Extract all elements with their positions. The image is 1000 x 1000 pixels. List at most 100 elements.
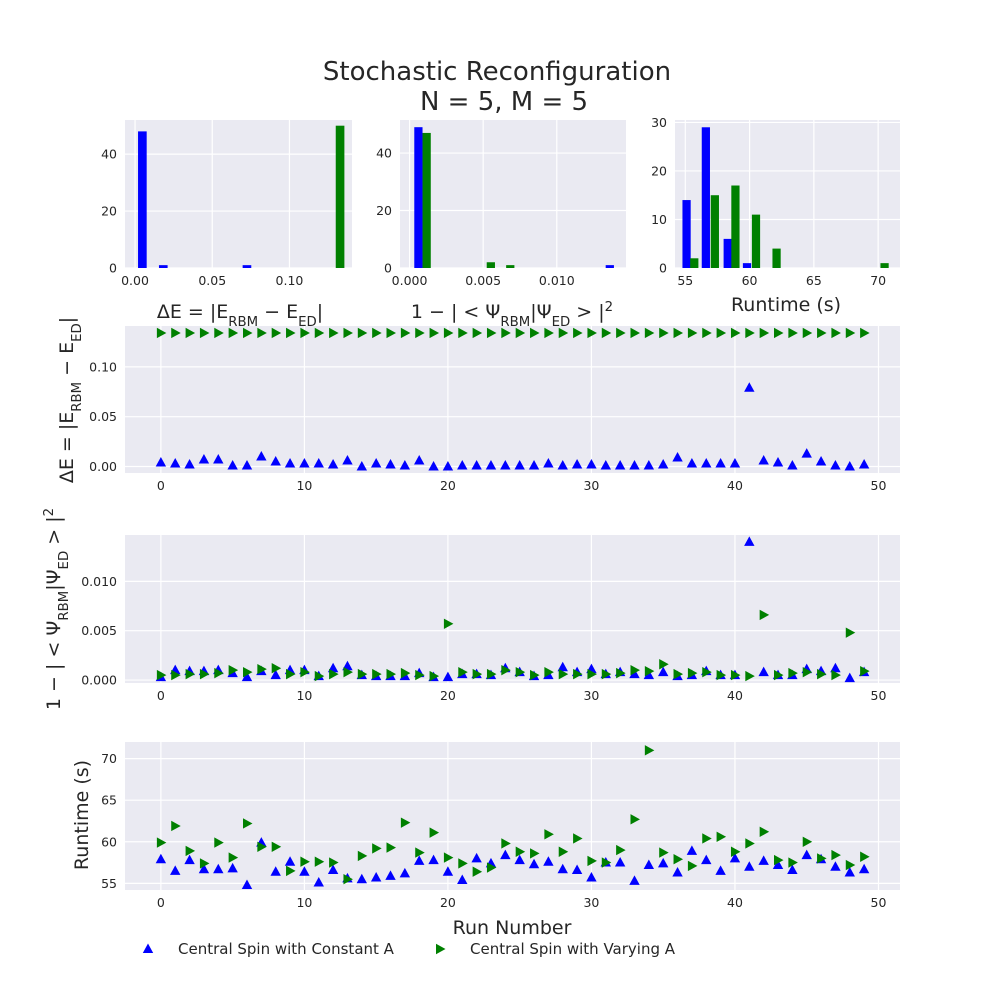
point-varying: [415, 327, 425, 339]
bar-varying: [690, 258, 699, 268]
point-varying: [587, 327, 597, 339]
point-varying: [558, 846, 569, 857]
point-varying: [845, 627, 856, 638]
point-varying: [415, 669, 425, 681]
point-varying: [616, 844, 626, 856]
point-varying: [400, 327, 411, 339]
point-varying: [802, 836, 813, 847]
point-constant: [313, 458, 324, 468]
x-tick-label: 20: [440, 478, 456, 493]
point-varying: [788, 667, 798, 679]
bar-varying: [710, 195, 719, 268]
point-varying: [745, 670, 755, 682]
point-constant: [399, 460, 411, 470]
point-constant: [428, 461, 439, 471]
point-varying: [716, 327, 727, 339]
point-constant: [198, 454, 210, 464]
bar-constant: [158, 265, 168, 268]
bar-constant: [138, 131, 147, 268]
point-varying: [486, 668, 497, 680]
point-constant: [657, 459, 669, 469]
point-varying: [458, 666, 468, 678]
point-constant: [701, 854, 712, 865]
bar-varying: [486, 262, 495, 268]
point-constant: [428, 854, 439, 865]
point-varying: [271, 327, 282, 339]
fidelity-scatter-plot-area: [125, 535, 900, 683]
point-constant: [729, 458, 741, 468]
point-varying: [774, 327, 784, 339]
point-varying: [171, 327, 181, 339]
point-varying: [171, 669, 181, 681]
y-tick-label: 0.000: [81, 673, 117, 688]
y-tick-label: 0: [659, 261, 667, 276]
point-varying: [644, 327, 655, 339]
point-constant: [643, 669, 655, 680]
x-tick-label: 0.10: [276, 273, 304, 288]
point-varying: [845, 859, 856, 871]
x-tick-label: 20: [440, 895, 456, 910]
point-constant: [227, 862, 238, 873]
x-tick-label: 50: [871, 688, 887, 703]
point-constant: [686, 458, 698, 468]
point-varying: [730, 846, 741, 857]
point-varying: [329, 857, 339, 868]
point-constant: [557, 863, 568, 874]
point-varying: [300, 666, 310, 678]
y-tick-label: 55: [101, 876, 117, 891]
point-constant: [327, 459, 339, 469]
x-tick-label: 40: [727, 478, 743, 493]
point-varying: [659, 659, 669, 670]
bar-varying: [335, 125, 345, 268]
bar-constant: [723, 238, 732, 268]
point-varying: [443, 852, 454, 863]
chart-title-line-1: Stochastic Reconfiguration: [323, 57, 671, 87]
point-constant: [198, 863, 210, 874]
point-constant: [758, 855, 769, 865]
point-varying: [472, 668, 483, 680]
point-constant: [270, 866, 281, 876]
point-varying: [659, 327, 669, 339]
point-varying: [314, 670, 325, 682]
x-tick-label: 0: [157, 895, 165, 910]
y-tick-label: 60: [101, 834, 117, 849]
x-tick-label: 10: [296, 478, 312, 493]
bar-constant: [742, 263, 752, 268]
point-constant: [256, 451, 267, 461]
y-tick-label: 65: [101, 793, 117, 808]
point-constant: [787, 864, 798, 875]
point-constant: [241, 671, 253, 682]
point-varying: [817, 853, 827, 864]
point-varying: [228, 664, 239, 676]
point-varying: [286, 865, 296, 877]
point-constant: [686, 845, 698, 855]
energy-histogram-plot-area: [125, 120, 352, 268]
point-varying: [156, 327, 167, 339]
legend-label-constant: Central Spin with Constant A: [178, 940, 395, 958]
point-varying: [716, 669, 727, 681]
point-constant: [744, 536, 755, 546]
point-varying: [501, 327, 511, 339]
point-constant: [514, 460, 525, 470]
x-tick-label: 65: [806, 273, 822, 288]
point-varying: [386, 842, 397, 853]
point-varying: [443, 618, 454, 629]
point-constant: [758, 455, 769, 465]
y-tick-label: 70: [101, 751, 117, 766]
point-constant: [787, 460, 798, 470]
bar-varying: [880, 263, 889, 268]
point-varying: [156, 669, 167, 681]
point-varying: [443, 327, 454, 339]
scatter-energy-error: 0 10 20 30 40 50 0.00 0.05 0.10 ΔE = |ERBM − EED|: [56, 317, 900, 493]
x-tick-label: 0.005: [465, 273, 501, 288]
scatter-fidelity-error: 0 10 20 30 40 50 0.000 0.005 0.010 1 − | < ΨRBM|Ψ…: [42, 508, 900, 710]
point-varying: [357, 327, 368, 339]
point-constant: [744, 861, 755, 871]
point-varying: [860, 851, 870, 862]
histogram-fidelity-error: 0.000 0.005 0.010 0 20 40 1 − | < ΨRBM|ΨED > |…: [376, 120, 626, 330]
point-varying: [616, 327, 626, 339]
point-constant: [471, 460, 482, 470]
histogram-energy-error: 0.00 0.05 0.10 0 20 40 ΔE = |ERBM − EED|: [101, 120, 352, 330]
point-constant: [370, 458, 382, 468]
